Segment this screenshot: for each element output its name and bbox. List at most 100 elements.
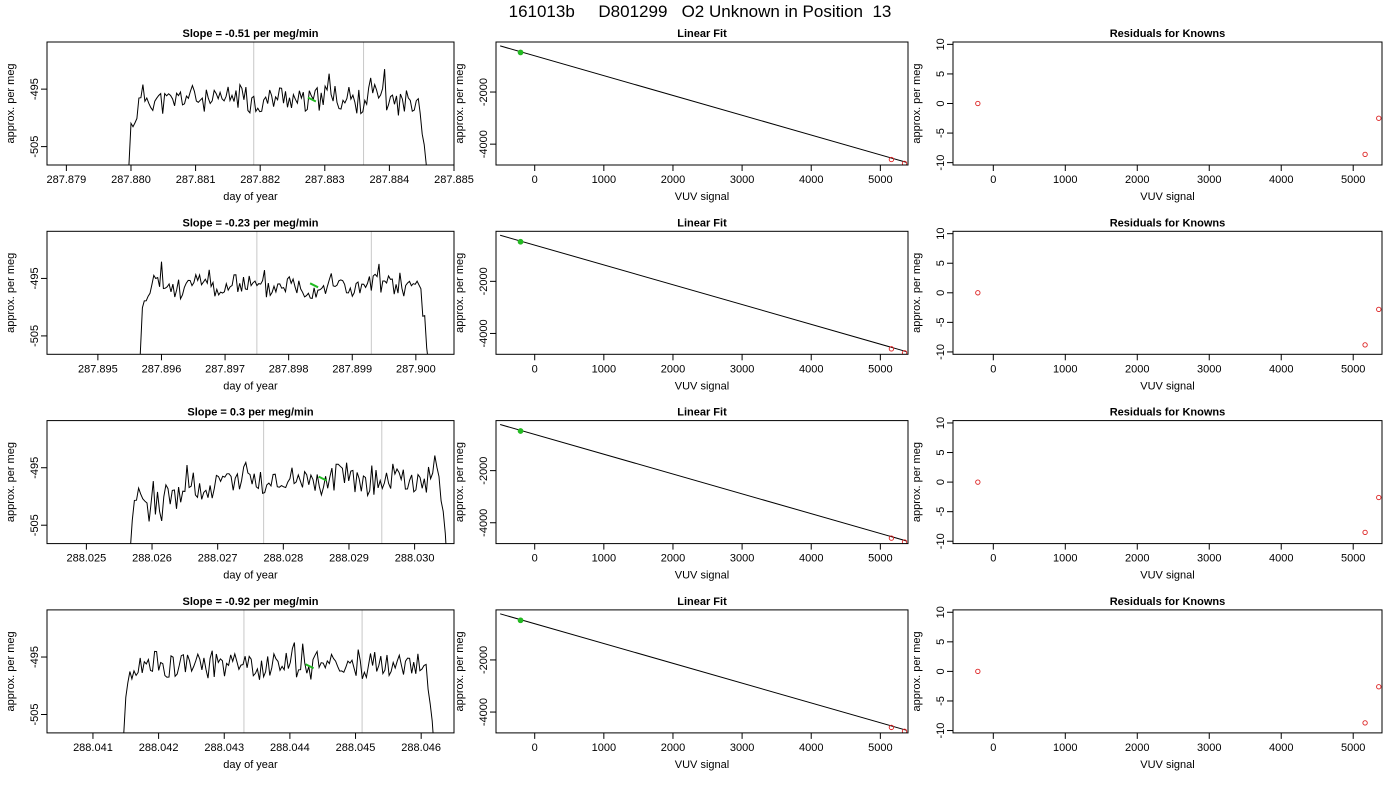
x-tick-label: 0 xyxy=(532,363,538,375)
x-axis-label: VUV signal xyxy=(1140,191,1194,203)
plot-frame xyxy=(952,41,1383,166)
x-tick-label: 287.885 xyxy=(434,174,474,186)
plot-frame xyxy=(495,420,909,545)
y-tick-label: -495 xyxy=(29,457,41,479)
x-tick-label: 287.897 xyxy=(205,363,245,375)
plot-area xyxy=(130,420,447,544)
known-point xyxy=(888,346,895,352)
x-tick-label: 288.025 xyxy=(67,553,107,565)
y-axis-label: approx. per meg xyxy=(454,63,466,143)
plot-frame xyxy=(952,230,1383,355)
y-tick-label: -2000 xyxy=(478,646,490,674)
x-tick-label: 288.026 xyxy=(132,553,172,565)
residual-point xyxy=(1362,151,1368,158)
y-tick-label: -10 xyxy=(935,533,947,549)
y-tick-label: -5 xyxy=(935,317,947,327)
residual-point xyxy=(1376,306,1382,313)
x-axis-label: VUV signal xyxy=(1140,380,1194,392)
x-tick-label: 4000 xyxy=(1269,553,1293,565)
plot-frame xyxy=(46,41,455,166)
residual-point xyxy=(1362,720,1368,726)
panel-title: Linear Fit xyxy=(677,596,727,608)
plot-frame xyxy=(952,420,1383,545)
x-tick-label: 3000 xyxy=(1197,553,1221,565)
x-tick-label: 1000 xyxy=(592,363,616,375)
x-tick-label: 3000 xyxy=(730,553,754,565)
panel-1-2: Linear Fit 0 1000 2000 3000 4000 5000 -2000 -400… xyxy=(454,28,909,203)
plot-frame xyxy=(495,609,909,734)
x-axis-label: day of year xyxy=(223,570,278,582)
unknown-point xyxy=(517,617,524,624)
plot-area xyxy=(128,42,427,165)
x-tick-label: 287.884 xyxy=(370,174,410,186)
x-tick-label: 287.895 xyxy=(78,363,118,375)
x-tick-label: 1000 xyxy=(1053,363,1077,375)
x-axis-label: day of year xyxy=(223,380,278,392)
plot-frame xyxy=(952,609,1383,734)
plot-area xyxy=(975,479,1382,536)
y-axis-label: approx. per meg xyxy=(911,631,923,711)
residual-point xyxy=(975,479,981,485)
fit-line xyxy=(500,45,907,163)
plot-area xyxy=(975,100,1382,158)
unknown-point xyxy=(517,49,524,56)
y-tick-label: 0 xyxy=(935,668,947,674)
panel-title: Linear Fit xyxy=(677,407,727,419)
x-axis-label: VUV signal xyxy=(675,380,729,392)
y-axis-label: approx. per meg xyxy=(5,631,17,711)
signal-trace xyxy=(123,642,434,733)
x-tick-label: 287.881 xyxy=(176,174,216,186)
x-tick-label: 5000 xyxy=(868,553,892,565)
y-axis-label: approx. per meg xyxy=(911,442,923,522)
x-tick-label: 5000 xyxy=(1341,553,1365,565)
y-tick-label: 5 xyxy=(935,639,947,645)
y-tick-label: -4000 xyxy=(478,130,490,158)
signal-trace xyxy=(130,455,447,544)
y-tick-label: 5 xyxy=(935,260,947,266)
x-tick-label: 287.882 xyxy=(240,174,280,186)
unknown-mean-marker xyxy=(305,663,315,670)
signal-trace xyxy=(128,69,427,165)
plot-area xyxy=(123,609,434,733)
x-tick-label: 288.042 xyxy=(139,742,179,754)
figure-title: 161013b D801299 O2 Unknown in Position 1… xyxy=(508,2,892,21)
y-tick-label: 10 xyxy=(935,38,947,50)
unknown-mean-marker xyxy=(309,282,319,289)
y-tick-label: -4000 xyxy=(478,698,490,726)
x-tick-label: 5000 xyxy=(868,363,892,375)
x-tick-label: 3000 xyxy=(730,363,754,375)
y-tick-label: -5 xyxy=(935,128,947,138)
y-axis-label: approx. per meg xyxy=(454,442,466,522)
plot-frame xyxy=(46,230,455,355)
x-tick-label: 0 xyxy=(990,553,996,565)
x-axis-label: day of year xyxy=(223,759,278,771)
residual-point xyxy=(1376,684,1382,690)
y-tick-label: -505 xyxy=(29,325,41,347)
y-tick-label: -2000 xyxy=(478,78,490,106)
x-tick-label: 288.028 xyxy=(263,553,303,565)
x-tick-label: 4000 xyxy=(1269,174,1293,186)
x-tick-label: 5000 xyxy=(868,174,892,186)
x-tick-label: 2000 xyxy=(661,553,685,565)
x-tick-label: 2000 xyxy=(661,742,685,754)
plot-area xyxy=(139,231,428,355)
panel-title: Residuals for Knowns xyxy=(1110,407,1226,419)
x-tick-label: 288.046 xyxy=(401,742,441,754)
x-tick-label: 4000 xyxy=(1269,363,1293,375)
plot-area xyxy=(975,668,1382,726)
x-tick-label: 1000 xyxy=(592,553,616,565)
panel-title: Residuals for Knowns xyxy=(1110,596,1226,608)
y-tick-label: 0 xyxy=(935,479,947,485)
x-axis-label: VUV signal xyxy=(1140,759,1194,771)
panel-title: Slope = -0.92 per meg/min xyxy=(182,596,318,608)
y-tick-label: -495 xyxy=(29,267,41,289)
panel-title: Residuals for Knowns xyxy=(1110,28,1226,40)
known-point xyxy=(901,160,908,165)
residual-point xyxy=(1376,494,1382,501)
y-tick-label: 5 xyxy=(935,71,947,77)
y-axis-label: approx. per meg xyxy=(454,631,466,711)
x-tick-label: 5000 xyxy=(1341,742,1365,754)
x-tick-label: 2000 xyxy=(1125,553,1149,565)
y-tick-label: -495 xyxy=(29,78,41,100)
known-point xyxy=(888,156,895,163)
